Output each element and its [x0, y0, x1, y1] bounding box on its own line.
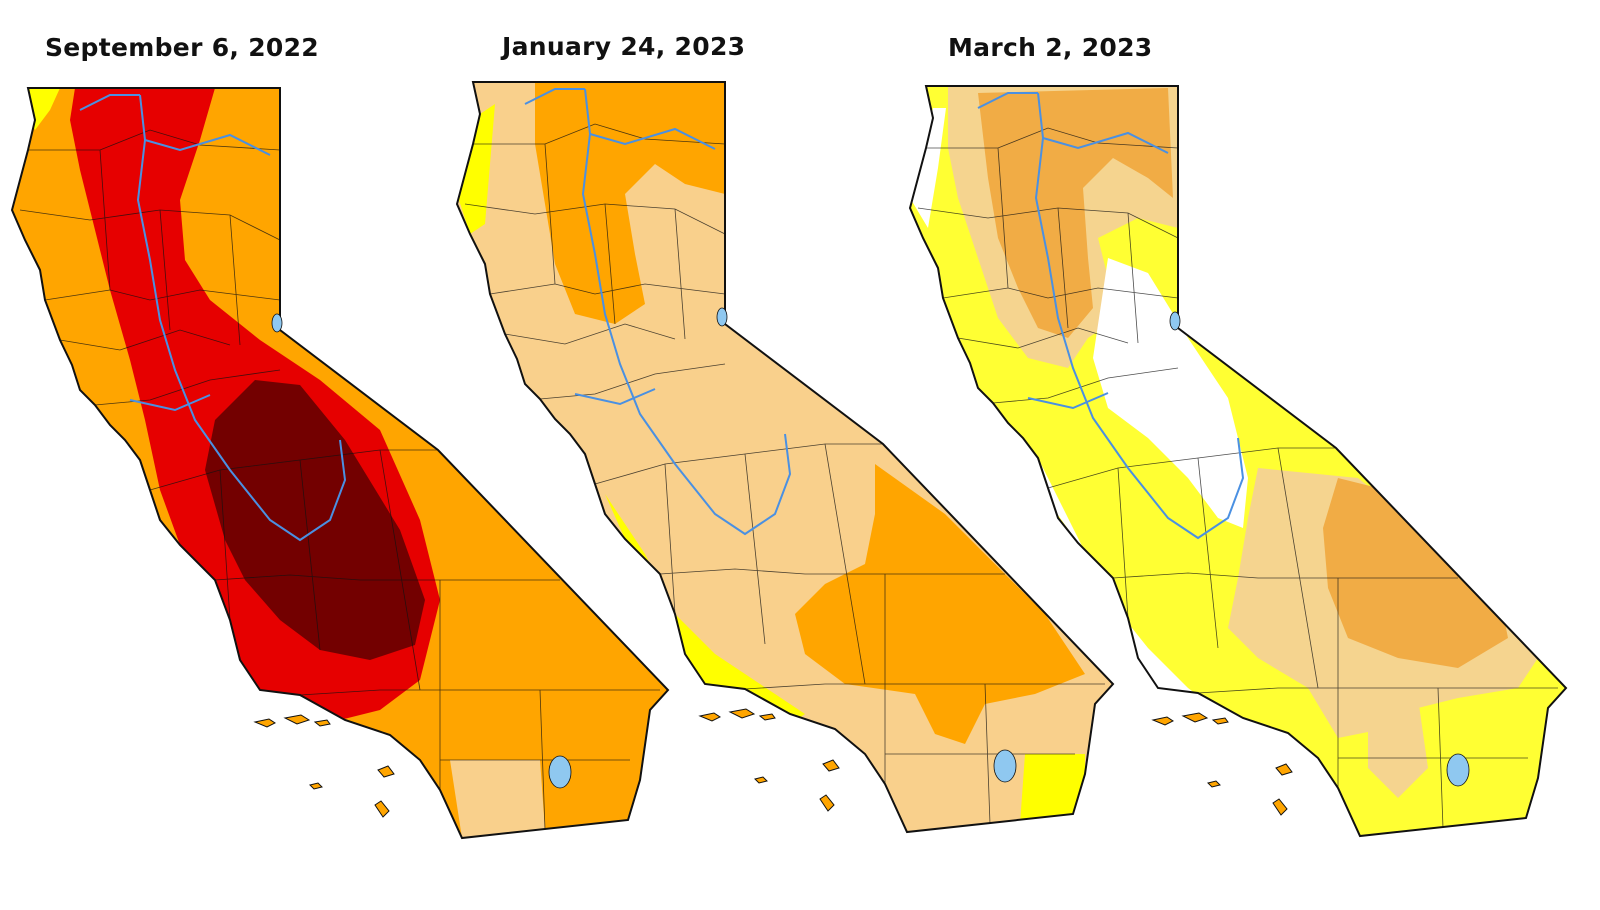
- panel-2-date: January 24, 2023: [502, 32, 746, 61]
- county-lines: [19, 129, 660, 831]
- drought-zone-lightest-south: [605, 494, 805, 724]
- rivers: [79, 94, 347, 542]
- drought-zone-light: [450, 760, 545, 838]
- channel-islands: [698, 708, 840, 812]
- lake-tahoe: [716, 307, 728, 327]
- drought-zone-lightest-coast: [457, 104, 495, 234]
- salton-sea: [993, 749, 1017, 783]
- salton-sea: [548, 755, 572, 789]
- drought-zone-none-sierra: [1093, 258, 1248, 528]
- drought-zone-moderate-southeast: [1323, 478, 1508, 668]
- lake-tahoe: [271, 313, 283, 333]
- channel-islands: [1151, 712, 1293, 816]
- county-lines: [464, 123, 1105, 825]
- drought-zone-moderate-north: [535, 82, 725, 324]
- drought-zone-moderate-north: [978, 88, 1173, 338]
- panel-1-date: September 6, 2022: [45, 33, 319, 62]
- drought-zone-light-south: [1368, 698, 1428, 798]
- panel-3-date: March 2, 2023: [948, 33, 1153, 62]
- lake-tahoe: [1169, 311, 1181, 331]
- salton-sea: [1446, 753, 1470, 787]
- county-lines: [917, 127, 1558, 829]
- drought-zone-moderate-south: [795, 464, 1085, 744]
- rivers: [977, 92, 1245, 540]
- drought-zone-extreme: [205, 380, 425, 660]
- rivers: [524, 88, 792, 536]
- channel-islands: [253, 714, 395, 818]
- drought-zone-lightest-southeast: [1020, 754, 1085, 824]
